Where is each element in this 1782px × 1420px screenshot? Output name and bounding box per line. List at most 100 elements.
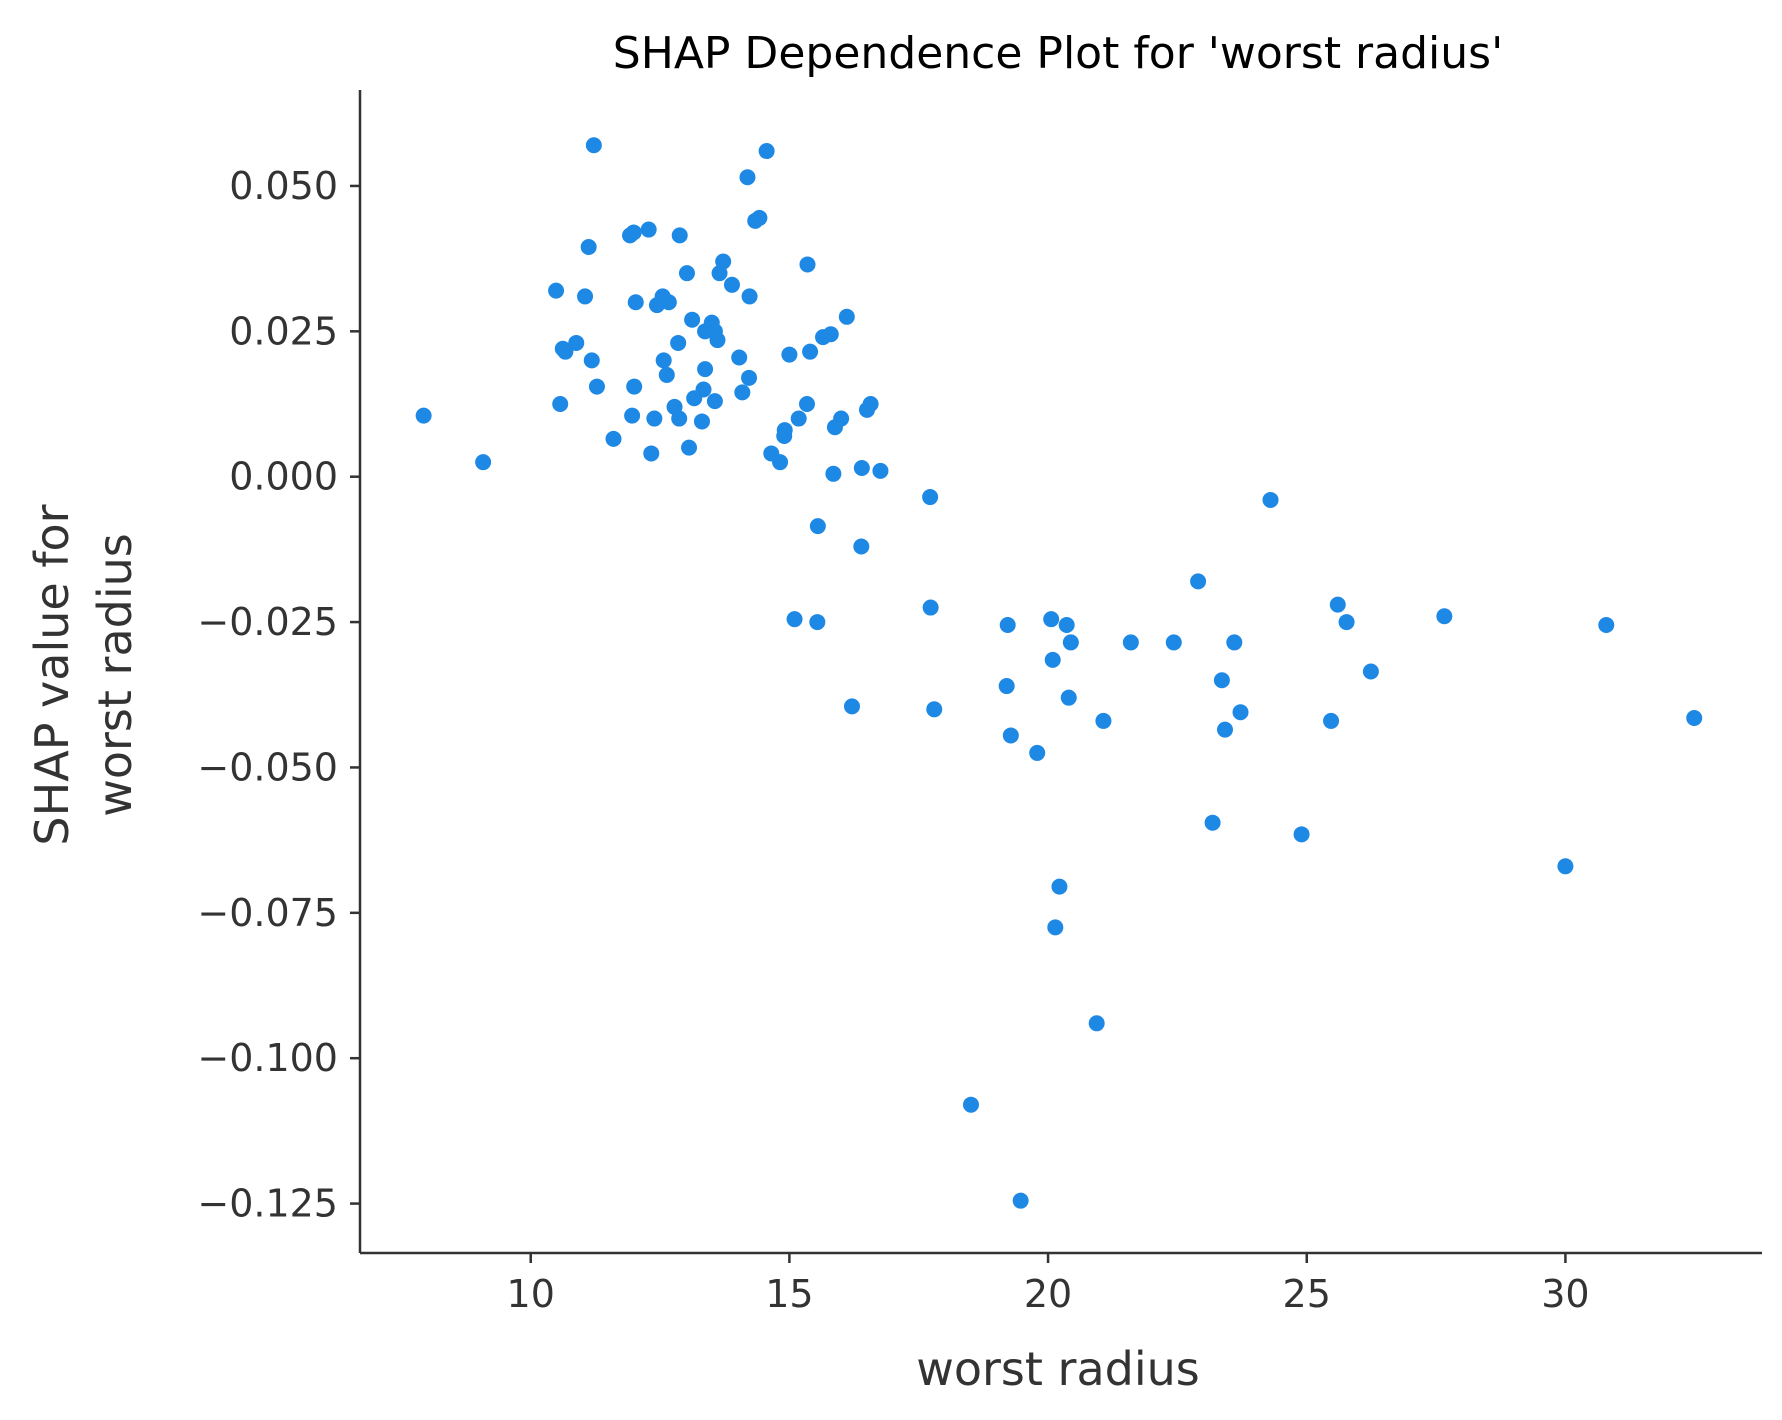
data-point <box>838 308 855 325</box>
y-tick-label: −0.100 <box>197 1036 338 1080</box>
data-point <box>1095 712 1112 729</box>
data-point <box>1232 704 1249 721</box>
data-point <box>1060 689 1077 706</box>
data-point <box>962 1096 979 1113</box>
data-point <box>684 311 701 328</box>
data-point <box>580 239 597 256</box>
data-point <box>1047 919 1064 936</box>
data-point <box>802 343 819 360</box>
data-point <box>999 616 1016 633</box>
data-point <box>1122 634 1139 651</box>
data-point <box>922 489 939 506</box>
data-point <box>695 381 712 398</box>
data-point <box>853 459 870 476</box>
y-ticks: 0.050 0.025 0.000 −0.025 −0.050 −0.075 −0.100 −… <box>197 164 360 1226</box>
chart-title: SHAP Dependence Plot for 'worst radius' <box>613 28 1503 79</box>
x-tick-label: 30 <box>1541 1272 1589 1316</box>
data-point <box>715 253 732 270</box>
data-point <box>822 326 839 343</box>
data-point <box>655 352 672 369</box>
data-point <box>475 454 492 471</box>
y-axis-label-line-2: worst radius <box>88 533 142 817</box>
data-point <box>853 538 870 555</box>
data-point <box>1262 491 1279 508</box>
data-point <box>1012 1192 1029 1209</box>
data-point <box>741 288 758 305</box>
data-point <box>1329 596 1346 613</box>
data-point <box>741 369 758 386</box>
data-point <box>1058 616 1075 633</box>
data-point <box>588 378 605 395</box>
axes <box>358 90 1762 1255</box>
y-tick-label: 0.050 <box>229 164 338 208</box>
x-tick-label: 25 <box>1283 1272 1331 1316</box>
data-point <box>786 611 803 628</box>
data-point <box>809 614 826 631</box>
data-point <box>825 465 842 482</box>
data-point <box>798 396 815 413</box>
y-tick-label: −0.025 <box>197 600 338 644</box>
data-point <box>548 282 565 299</box>
x-tick-label: 15 <box>765 1272 813 1316</box>
data-point <box>671 227 688 244</box>
data-point <box>585 137 602 154</box>
data-point <box>670 334 687 351</box>
x-ticks: 10 15 20 25 30 <box>507 1253 1590 1316</box>
y-axis-label: SHAP value for worst radius <box>25 504 142 845</box>
y-tick-label: −0.075 <box>197 891 338 935</box>
data-point <box>660 294 677 311</box>
data-point <box>625 224 642 241</box>
data-point <box>922 599 939 616</box>
data-point <box>415 407 432 424</box>
data-point <box>1216 721 1233 738</box>
y-tick-label: 0.000 <box>229 455 338 499</box>
y-tick-label: −0.050 <box>197 745 338 789</box>
data-point <box>758 143 775 160</box>
data-point <box>658 366 675 383</box>
data-point <box>1226 634 1243 651</box>
data-point <box>643 445 660 462</box>
data-point <box>577 288 594 305</box>
data-point <box>1062 634 1079 651</box>
data-point <box>781 346 798 363</box>
data-point <box>872 462 889 479</box>
data-point <box>583 352 600 369</box>
data-point <box>809 518 826 535</box>
data-point <box>557 343 574 360</box>
data-point <box>731 349 748 366</box>
data-point <box>681 439 698 456</box>
data-point <box>1557 858 1574 875</box>
data-points <box>415 137 1703 1209</box>
data-point <box>833 410 850 427</box>
data-point <box>671 410 688 427</box>
data-point <box>1204 814 1221 831</box>
y-axis-label-line-1: SHAP value for <box>25 504 79 845</box>
data-point <box>1165 634 1182 651</box>
data-point <box>640 221 657 238</box>
data-point <box>739 169 756 186</box>
data-point <box>646 410 663 427</box>
data-point <box>1190 573 1207 590</box>
data-point <box>790 410 807 427</box>
data-point <box>709 332 726 349</box>
data-point <box>706 393 723 410</box>
data-point <box>1213 672 1230 689</box>
data-point <box>926 701 943 718</box>
data-point <box>1323 712 1340 729</box>
data-point <box>751 209 768 226</box>
data-point <box>772 454 789 471</box>
data-point <box>734 384 751 401</box>
data-point <box>723 276 740 293</box>
data-point <box>799 256 816 273</box>
x-tick-label: 20 <box>1024 1272 1072 1316</box>
data-point <box>1043 611 1060 628</box>
data-point <box>1362 663 1379 680</box>
data-point <box>605 430 622 447</box>
data-point <box>1088 1015 1105 1032</box>
data-point <box>626 378 643 395</box>
data-point <box>1338 614 1355 631</box>
data-point <box>1002 727 1019 744</box>
y-tick-label: −0.125 <box>197 1182 338 1226</box>
data-point <box>678 265 695 282</box>
data-point <box>697 361 714 378</box>
